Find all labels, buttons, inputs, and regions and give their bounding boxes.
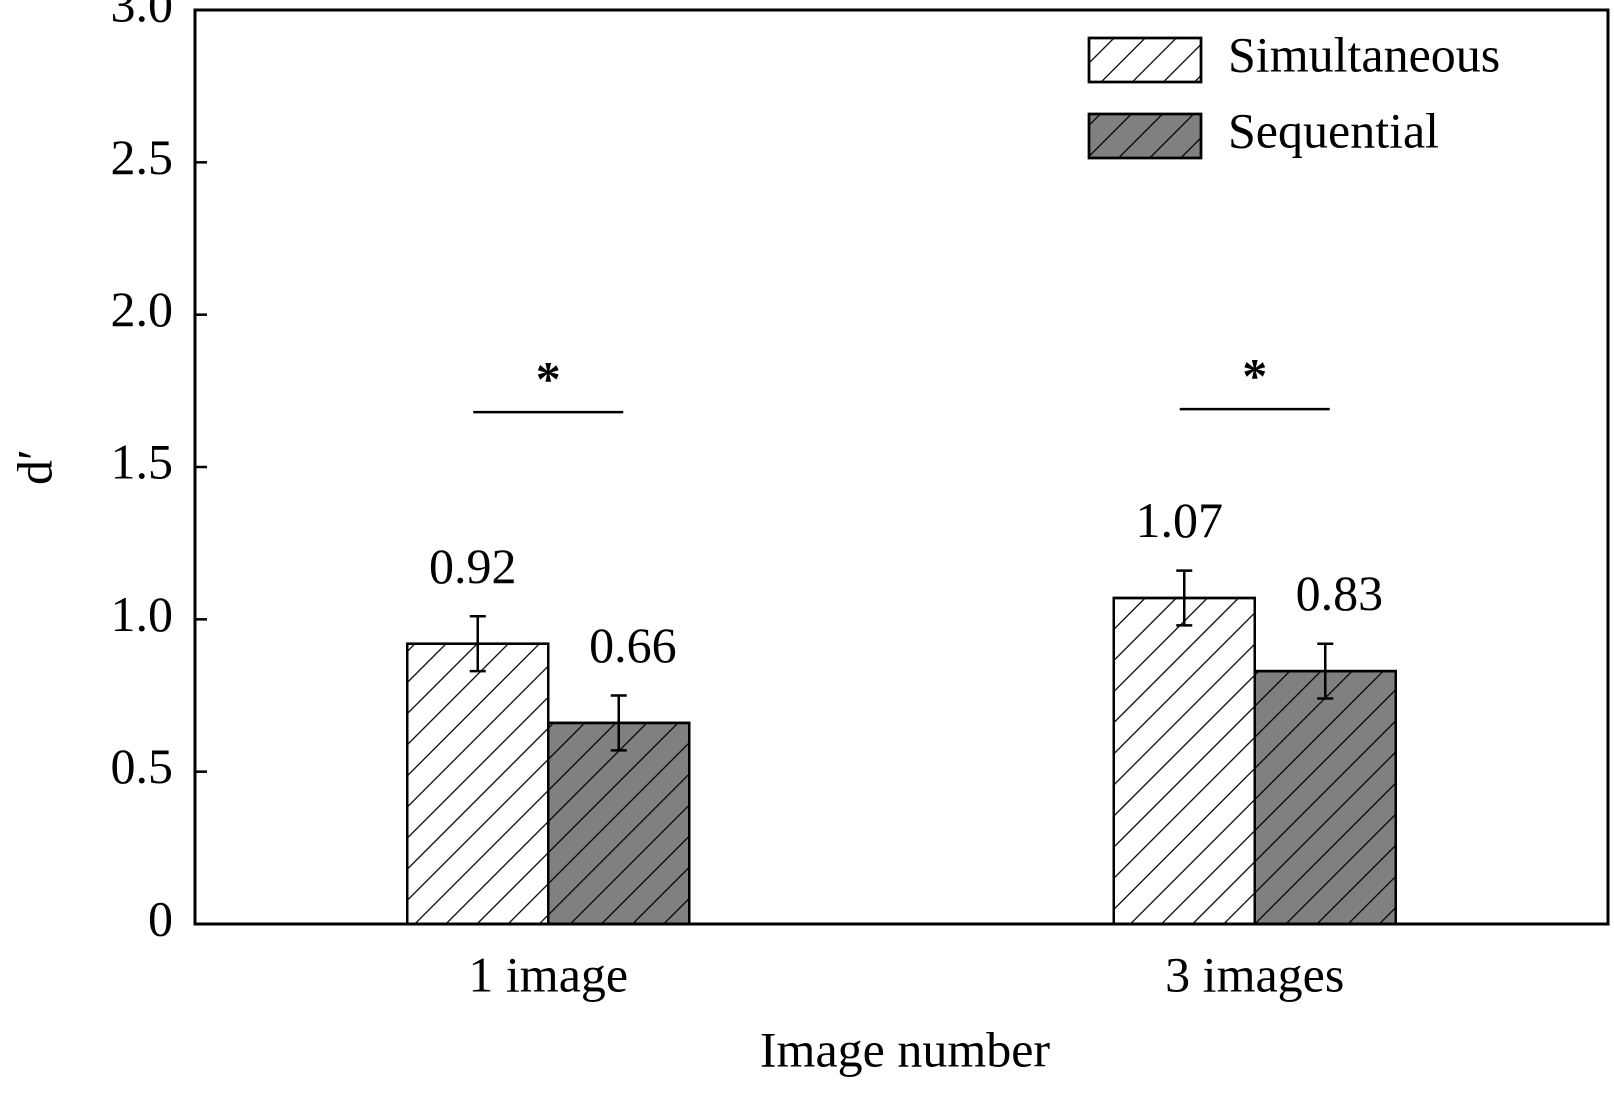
x-tick-label: 3 images xyxy=(1165,946,1344,1002)
error-bar xyxy=(1317,642,1334,700)
y-tick-label: 1.5 xyxy=(111,433,174,489)
legend-hatch xyxy=(1087,36,1203,84)
error-bar xyxy=(1176,569,1193,627)
bar-hatch xyxy=(1112,596,1256,926)
legend-label: Simultaneous xyxy=(1228,26,1500,82)
bar-hatch xyxy=(1253,669,1397,926)
y-tick-label: 1.0 xyxy=(111,586,174,642)
legend-label: Sequential xyxy=(1228,102,1439,158)
value-label: 0.66 xyxy=(589,617,677,673)
y-tick-label: 0 xyxy=(148,890,173,946)
y-tick-label: 3.0 xyxy=(111,0,174,32)
x-tick-label: 1 image xyxy=(468,946,628,1002)
y-tick-label: 0.5 xyxy=(111,738,174,794)
plot-frame xyxy=(193,8,1610,926)
value-label: 0.92 xyxy=(429,538,517,594)
bar-hatch xyxy=(547,721,691,926)
x-axis-label: Image number xyxy=(760,1021,1051,1077)
value-label: 0.83 xyxy=(1296,565,1384,621)
y-tick-label: 2.5 xyxy=(111,129,174,185)
error-bar xyxy=(469,615,486,673)
legend-hatch xyxy=(1087,112,1203,160)
significance-star: * xyxy=(1242,348,1267,404)
error-bar xyxy=(610,694,627,752)
y-tick-label: 2.0 xyxy=(111,281,174,337)
bar-hatch xyxy=(406,642,550,926)
value-label: 1.07 xyxy=(1136,492,1224,548)
significance-star: * xyxy=(536,351,561,407)
y-axis-label: d′ xyxy=(6,449,62,485)
